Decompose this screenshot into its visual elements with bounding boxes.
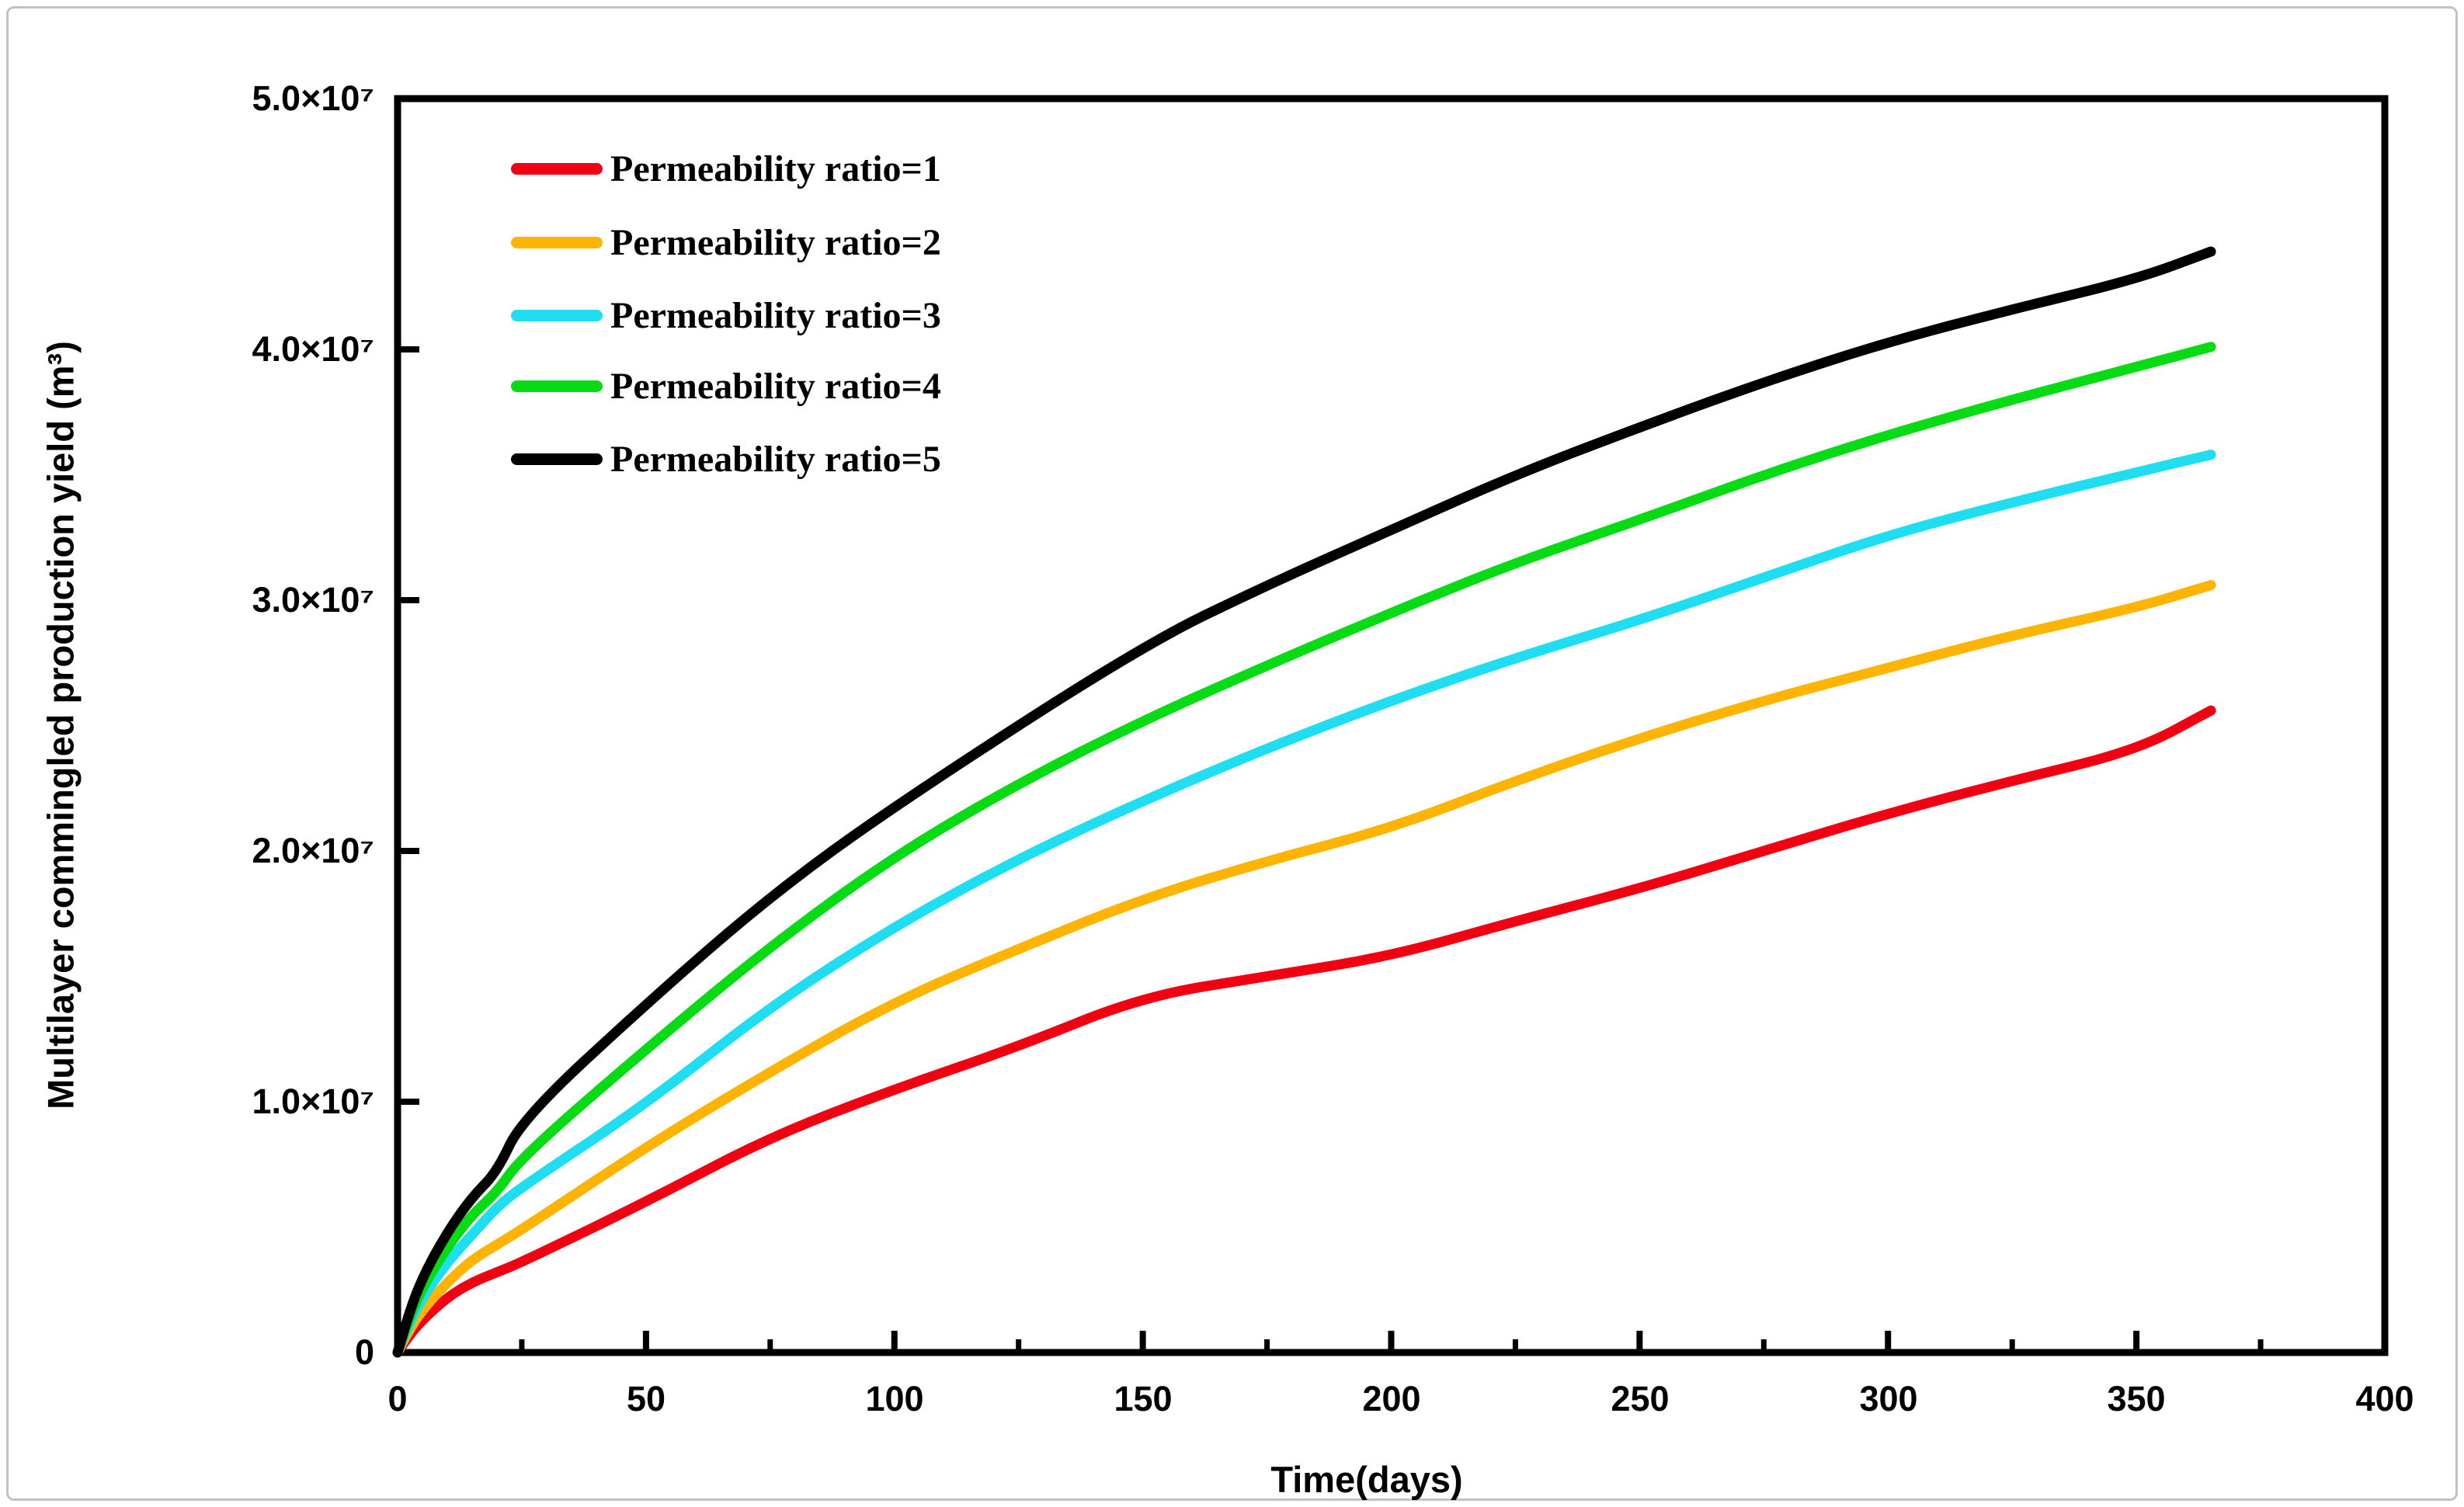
y-tick-label-4: 4.0×10⁷ bbox=[252, 329, 374, 369]
x-tick-label-5: 250 bbox=[1611, 1379, 1670, 1418]
legend-label: Permeability ratio=4 bbox=[610, 365, 941, 407]
y-tick-label-5: 5.0×10⁷ bbox=[252, 78, 374, 118]
legend-item: Permeability ratio=1 bbox=[511, 145, 941, 192]
legend-swatch-ratio-1 bbox=[511, 162, 603, 175]
x-tick-label-7: 350 bbox=[2107, 1379, 2166, 1418]
legend-swatch-ratio-4 bbox=[511, 380, 603, 392]
legend-item: Permeability ratio=4 bbox=[511, 363, 941, 409]
legend-swatch-ratio-2 bbox=[511, 236, 603, 248]
x-tick-label-3: 150 bbox=[1114, 1379, 1173, 1418]
x-tick-label-1: 50 bbox=[626, 1379, 666, 1418]
x-axis-title: Time(days) bbox=[1270, 1459, 1463, 1500]
legend-item: Permeability ratio=5 bbox=[511, 436, 941, 482]
legend-label: Permeability ratio=2 bbox=[610, 221, 941, 263]
y-tick-label-3: 3.0×10⁷ bbox=[252, 580, 374, 620]
x-tick-label-4: 200 bbox=[1362, 1379, 1421, 1418]
x-tick-label-6: 300 bbox=[1859, 1379, 1918, 1418]
x-tick-label-0: 0 bbox=[387, 1379, 408, 1418]
y-tick-label-2: 2.0×10⁷ bbox=[252, 831, 374, 870]
legend-label: Permeability ratio=5 bbox=[610, 438, 941, 480]
legend-swatch-ratio-5 bbox=[511, 453, 603, 465]
y-axis-title: Multilayer commingled production yield (… bbox=[40, 341, 82, 1109]
legend-item: Permeability ratio=3 bbox=[511, 292, 941, 339]
y-tick-label-0: 0 bbox=[354, 1332, 374, 1372]
legend-label: Permeability ratio=3 bbox=[610, 294, 941, 336]
y-tick-label-1: 1.0×10⁷ bbox=[252, 1082, 374, 1121]
legend-item: Permeability ratio=2 bbox=[511, 219, 941, 266]
x-tick-label-8: 400 bbox=[2355, 1379, 2414, 1418]
legend-swatch-ratio-3 bbox=[511, 309, 603, 321]
x-tick-label-2: 100 bbox=[865, 1379, 924, 1418]
legend: Permeability ratio=1 Permeability ratio=… bbox=[511, 140, 1210, 497]
figure-frame bbox=[6, 6, 2458, 1501]
legend-label: Permeability ratio=1 bbox=[610, 148, 941, 189]
